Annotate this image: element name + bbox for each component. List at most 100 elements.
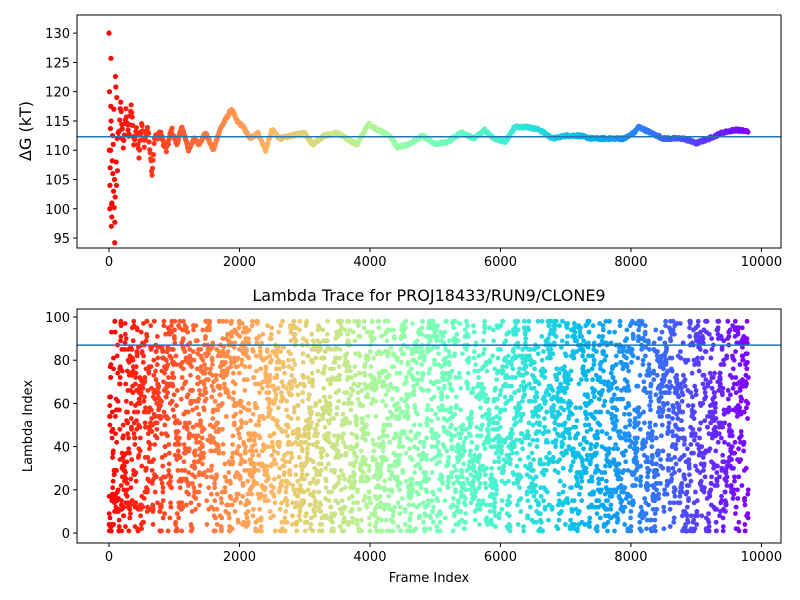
lambda-point xyxy=(400,496,405,501)
lambda-point xyxy=(128,485,134,491)
lambda-point xyxy=(495,355,501,361)
lambda-point xyxy=(474,470,479,475)
lambda-point xyxy=(472,517,478,523)
lambda-point xyxy=(349,431,355,437)
lambda-point xyxy=(492,500,498,506)
lambda-point xyxy=(442,383,447,389)
lambda-point xyxy=(325,344,331,350)
lambda-point xyxy=(468,472,474,478)
lambda-point xyxy=(323,485,329,491)
lambda-point xyxy=(538,405,544,411)
lambda-point xyxy=(165,362,171,367)
lambda-point xyxy=(347,420,353,426)
lambda-point xyxy=(367,522,373,527)
lambda-point xyxy=(533,519,539,525)
lambda-point xyxy=(159,398,164,404)
lambda-point xyxy=(403,318,409,324)
lambda-point xyxy=(132,435,138,441)
lambda-point xyxy=(574,418,580,424)
lambda-point xyxy=(188,500,194,506)
lambda-point xyxy=(110,455,115,460)
lambda-point xyxy=(207,318,213,324)
delta-g-point xyxy=(110,188,117,194)
lambda-point xyxy=(529,480,535,486)
lambda-point xyxy=(455,442,461,447)
lambda-point xyxy=(386,372,392,378)
lambda-point xyxy=(564,450,570,456)
lambda-point xyxy=(515,522,521,527)
lambda-point xyxy=(238,500,244,506)
lambda-point xyxy=(590,353,596,359)
lambda-point xyxy=(265,323,270,329)
lambda-point xyxy=(354,522,360,527)
lambda-point xyxy=(354,517,360,523)
lambda-point xyxy=(321,385,327,391)
lambda-point xyxy=(557,323,562,329)
lambda-point xyxy=(429,426,435,432)
lambda-point xyxy=(119,528,125,534)
lambda-point xyxy=(341,401,347,406)
lambda-point xyxy=(271,493,277,499)
lambda-point xyxy=(141,519,147,525)
lambda-point xyxy=(134,418,139,424)
lambda-point xyxy=(232,340,238,346)
lambda-point xyxy=(443,318,449,324)
lambda-point xyxy=(463,519,469,525)
lambda-point xyxy=(339,498,345,504)
lambda-point xyxy=(448,474,454,480)
lambda-point xyxy=(400,444,406,450)
lambda-point xyxy=(202,370,208,376)
lambda-point xyxy=(362,461,368,467)
lambda-point xyxy=(355,487,360,493)
lambda-point xyxy=(210,435,216,441)
lambda-point xyxy=(237,474,243,480)
lambda-point xyxy=(307,502,313,508)
lambda-point xyxy=(530,422,536,428)
lambda-point xyxy=(338,331,344,337)
lambda-point xyxy=(290,513,296,519)
lambda-point xyxy=(315,431,321,437)
lambda-point xyxy=(151,357,157,363)
lambda-point xyxy=(244,515,250,521)
lambda-point xyxy=(273,392,279,398)
lambda-point xyxy=(588,442,594,447)
lambda-point xyxy=(142,394,147,400)
lambda-point xyxy=(522,329,528,335)
lambda-point xyxy=(427,366,433,372)
lambda-point xyxy=(359,420,365,426)
lambda-point xyxy=(203,396,209,402)
lambda-point xyxy=(230,459,236,465)
lambda-point xyxy=(446,353,452,359)
lambda-point xyxy=(574,338,580,344)
lambda-point xyxy=(397,480,403,486)
lambda-point xyxy=(195,375,201,380)
lambda-point xyxy=(243,420,249,426)
lambda-point xyxy=(232,509,238,514)
lambda-point xyxy=(111,472,117,478)
lambda-point xyxy=(271,431,277,437)
lambda-point xyxy=(499,506,505,512)
lambda-point xyxy=(391,336,397,342)
lambda-point xyxy=(431,394,437,400)
lambda-point xyxy=(115,370,121,376)
lambda-point xyxy=(507,493,512,499)
lambda-point xyxy=(235,519,241,525)
lambda-point xyxy=(216,450,222,456)
lambda-point xyxy=(531,359,537,365)
lambda-point xyxy=(502,439,508,445)
lambda-point xyxy=(493,483,499,488)
lambda-point xyxy=(447,381,453,387)
lambda-point xyxy=(302,433,308,439)
lambda-point xyxy=(217,383,223,389)
lambda-point xyxy=(162,370,168,376)
lambda-point xyxy=(590,323,596,329)
lambda-point xyxy=(452,351,458,357)
lambda-point xyxy=(468,433,474,439)
lambda-point xyxy=(287,472,293,478)
lambda-point xyxy=(566,372,571,378)
lambda-point xyxy=(507,461,513,467)
lambda-point xyxy=(150,522,156,527)
lambda-point xyxy=(332,511,338,517)
lambda-point xyxy=(139,526,144,532)
lambda-point xyxy=(587,524,592,529)
